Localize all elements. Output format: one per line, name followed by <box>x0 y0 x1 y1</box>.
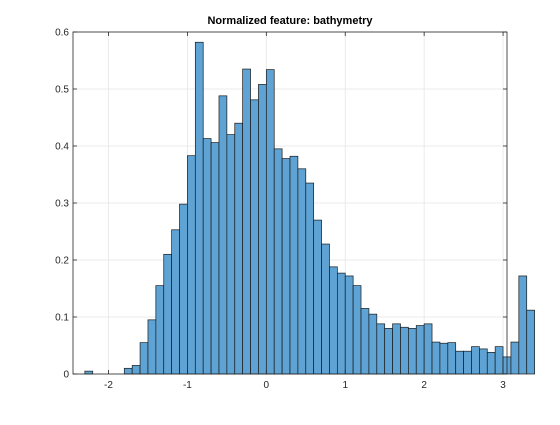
y-tick-label: 0.5 <box>55 85 69 96</box>
histogram-bar <box>219 96 227 374</box>
histogram-bar <box>479 349 487 374</box>
histogram-bar <box>306 183 314 374</box>
histogram-bar <box>448 343 456 374</box>
histogram-bar <box>440 343 448 374</box>
histogram-bar <box>298 169 306 374</box>
histogram-bar <box>495 347 503 374</box>
histogram-bar <box>464 351 472 374</box>
histogram-bar <box>416 326 424 374</box>
histogram-bar <box>187 156 195 374</box>
histogram-bar <box>180 204 188 374</box>
histogram-bar <box>124 368 132 374</box>
histogram-bar <box>337 273 345 374</box>
chart-title: Normalized feature: bathymetry <box>207 15 373 27</box>
x-tick-label: -1 <box>183 380 192 391</box>
y-tick-label: 0.3 <box>55 199 69 210</box>
histogram-bar <box>85 371 93 374</box>
histogram-bar <box>322 244 330 374</box>
histogram-bar <box>156 286 164 374</box>
histogram-bar <box>274 149 282 374</box>
x-tick-label: 1 <box>342 380 348 391</box>
y-tick-label: 0 <box>63 370 69 381</box>
histogram-bar <box>456 351 464 374</box>
histogram-bar <box>385 328 393 374</box>
y-tick-label: 0.6 <box>55 28 69 39</box>
histogram-bar <box>408 328 416 374</box>
y-tick-label: 0.1 <box>55 313 69 324</box>
histogram-bar <box>329 267 337 374</box>
histogram-bar <box>361 308 369 374</box>
histogram-bar <box>172 230 180 374</box>
histogram-bar <box>353 286 361 374</box>
histogram-bar <box>211 143 219 374</box>
x-tick-label: 3 <box>500 380 506 391</box>
histogram-bar <box>314 220 322 374</box>
histogram-bar <box>400 327 408 374</box>
histogram-bar <box>148 320 156 374</box>
histogram-bar <box>203 139 211 374</box>
histogram-bar <box>424 324 432 374</box>
x-tick-label: -2 <box>104 380 113 391</box>
histogram-bar <box>511 342 519 374</box>
histogram-bar <box>282 159 290 374</box>
y-tick-label: 0.2 <box>55 256 69 267</box>
histogram-bar <box>377 324 385 374</box>
histogram-bar <box>527 310 535 374</box>
histogram-bar <box>235 123 243 374</box>
histogram-bar <box>258 84 266 374</box>
histogram-bar <box>432 342 440 374</box>
histogram-bar <box>243 69 251 374</box>
histogram-bar <box>227 135 235 374</box>
histogram-bar <box>345 276 353 374</box>
histogram-bar <box>519 276 527 374</box>
histogram-bar <box>195 42 203 374</box>
histogram-bar <box>251 100 259 374</box>
y-tick-label: 0.4 <box>55 142 69 153</box>
histogram-bar <box>266 70 274 374</box>
histogram-bar <box>132 365 140 374</box>
histogram-bar <box>393 324 401 374</box>
histogram-bar <box>140 343 148 374</box>
histogram-bar <box>471 347 479 374</box>
histogram-bar <box>487 352 495 374</box>
x-tick-label: 0 <box>264 380 270 391</box>
histogram-bar <box>290 156 298 374</box>
histogram-bar <box>164 254 172 374</box>
x-tick-label: 2 <box>421 380 427 391</box>
histogram-bar <box>369 314 377 374</box>
